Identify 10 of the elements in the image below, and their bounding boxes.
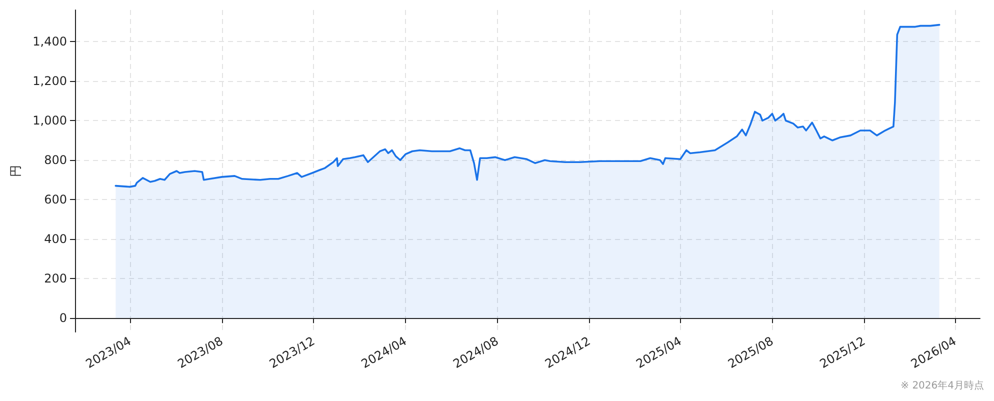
y-tick-label: 1,000 [32, 114, 67, 128]
y-tick-label: 400 [44, 232, 67, 246]
y-tick-label: 200 [44, 272, 67, 286]
y-tick-label: 0 [59, 311, 67, 326]
y-tick-label: 600 [44, 192, 67, 207]
y-axis-title: 円 [8, 165, 23, 177]
y-tick-label: 1,400 [32, 34, 67, 49]
y-tick-label: 800 [44, 153, 67, 168]
y-tick-label: 1,200 [32, 74, 67, 88]
text: ※ 2026年4月時点 [900, 380, 984, 392]
